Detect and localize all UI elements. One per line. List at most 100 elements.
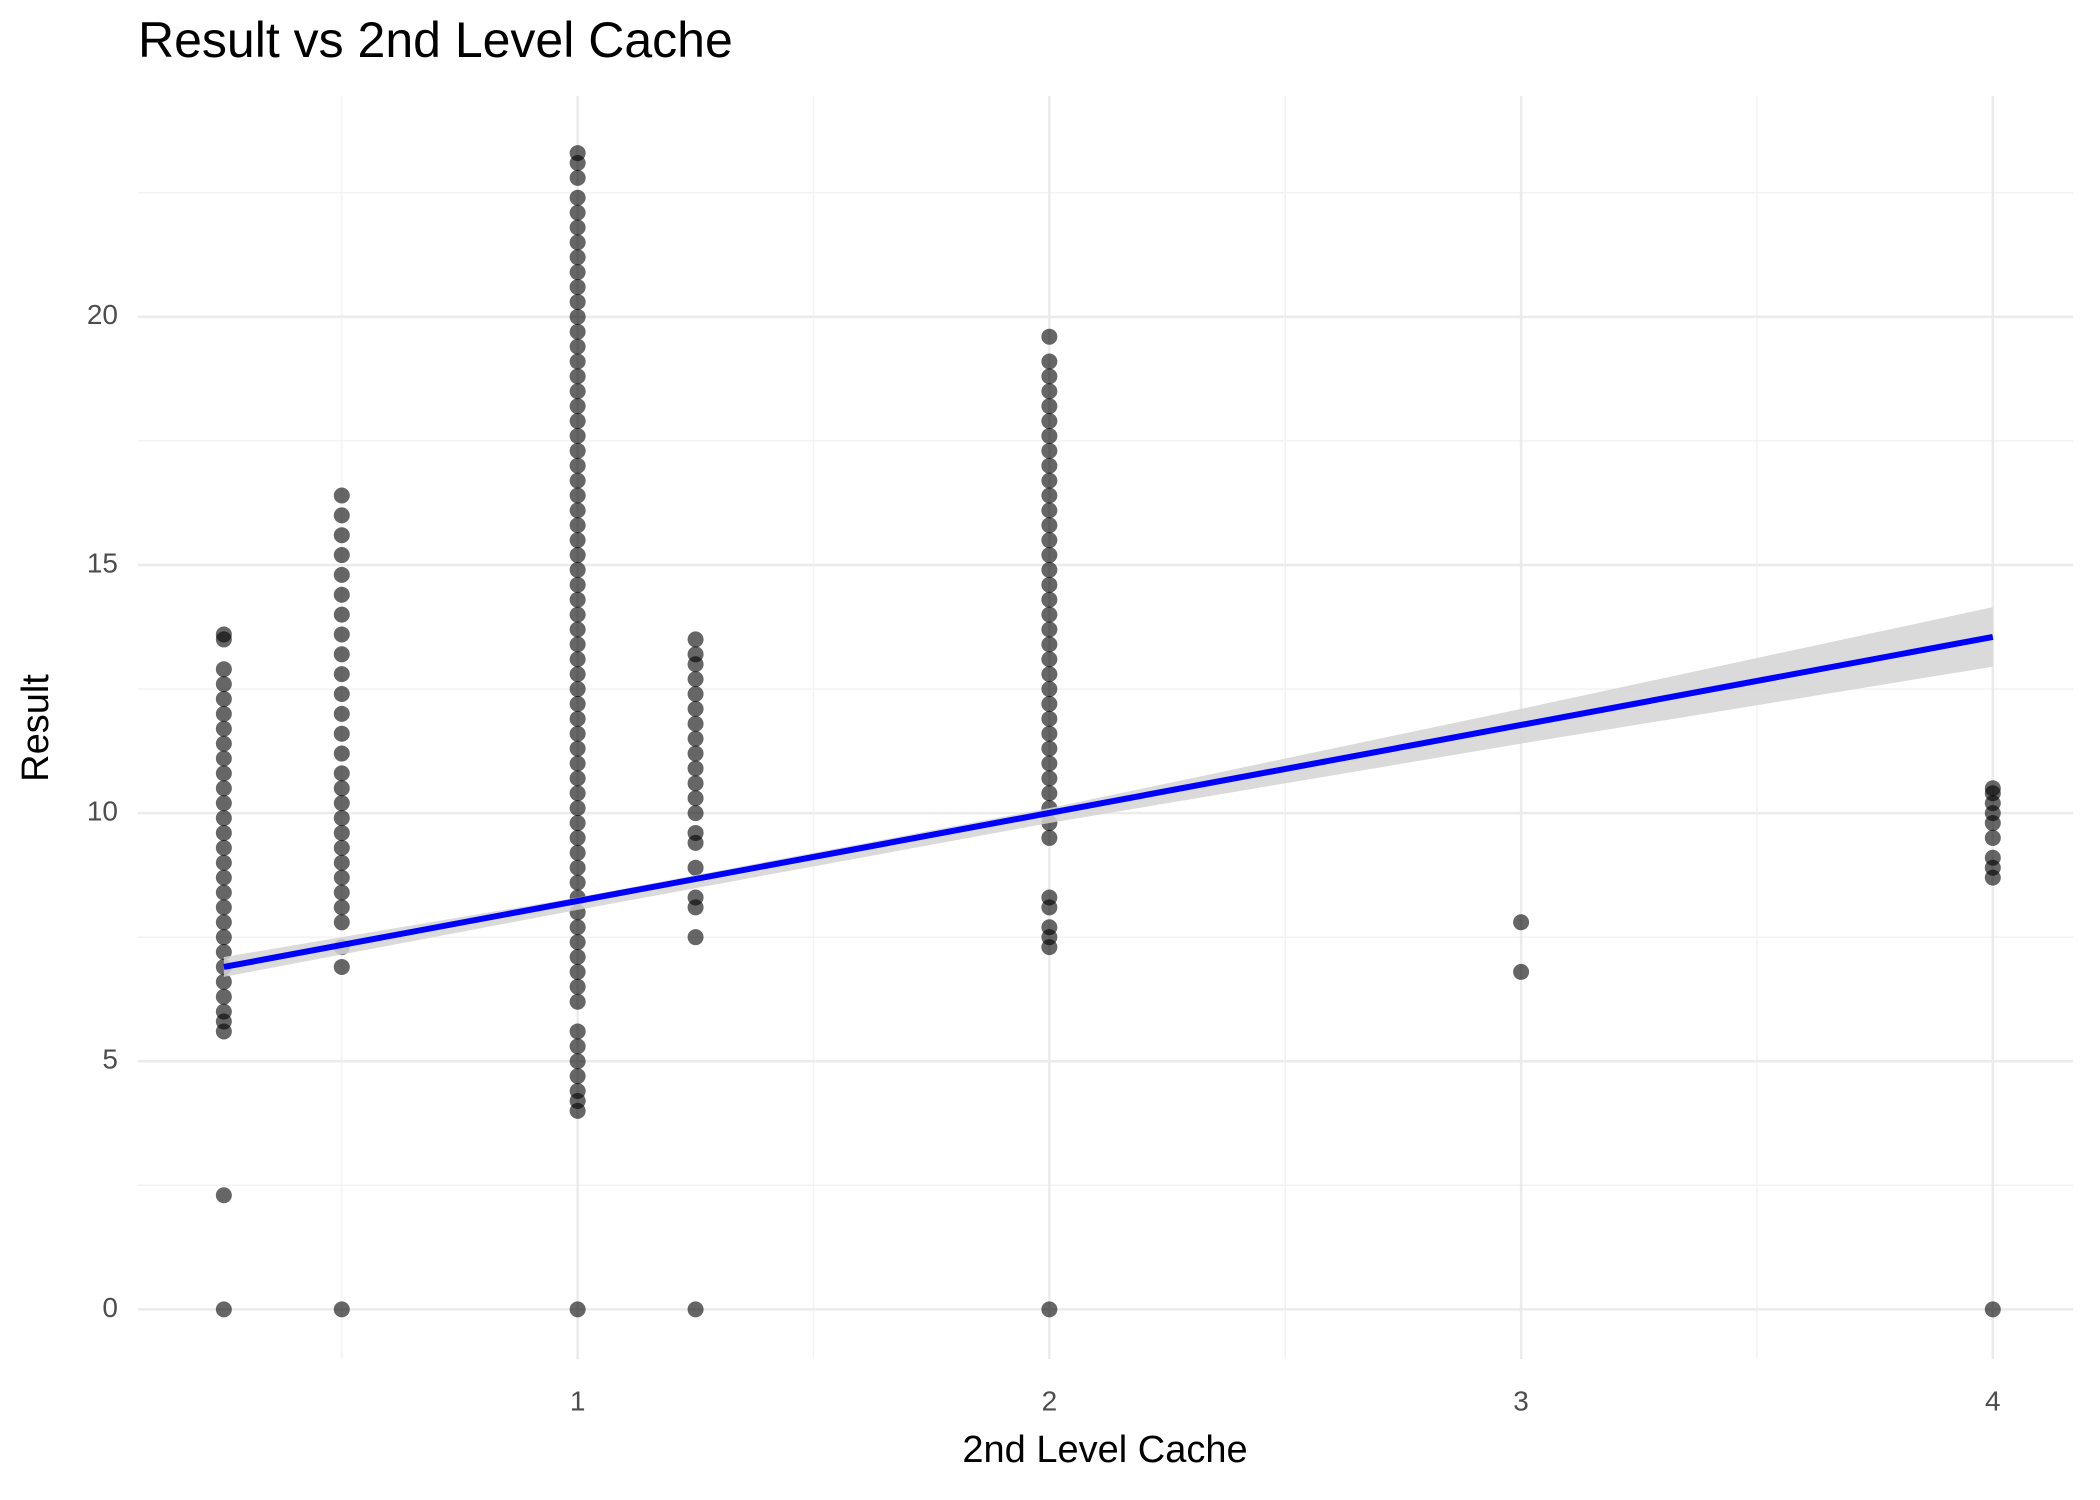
point — [333, 824, 350, 841]
point — [569, 457, 586, 474]
x-tick-label: 4 — [1985, 1385, 2001, 1416]
point — [1041, 606, 1058, 623]
point — [1041, 919, 1058, 936]
point — [333, 884, 350, 901]
point — [333, 566, 350, 583]
point — [1041, 636, 1058, 653]
point — [215, 944, 232, 961]
chart-title: Result vs 2nd Level Cache — [138, 12, 733, 68]
point — [569, 844, 586, 861]
point — [1041, 651, 1058, 668]
point — [569, 755, 586, 772]
point — [569, 621, 586, 638]
y-tick-label: 15 — [87, 547, 118, 578]
point — [215, 988, 232, 1005]
point — [569, 978, 586, 995]
point — [215, 795, 232, 812]
point — [333, 646, 350, 663]
point — [1041, 517, 1058, 534]
point — [1041, 398, 1058, 415]
point — [1041, 755, 1058, 772]
point — [569, 1038, 586, 1055]
point — [569, 249, 586, 266]
point — [215, 750, 232, 767]
fit-line — [223, 633, 1994, 970]
point — [569, 934, 586, 951]
point — [215, 914, 232, 931]
point — [333, 487, 350, 504]
point — [215, 690, 232, 707]
y-tick-label: 10 — [87, 795, 118, 826]
point — [687, 929, 704, 946]
y-tick-label: 20 — [87, 299, 118, 330]
point — [687, 805, 704, 822]
point — [569, 636, 586, 653]
point — [1041, 532, 1058, 549]
point — [1041, 1301, 1058, 1318]
point — [687, 775, 704, 792]
point — [569, 204, 586, 221]
point — [1041, 576, 1058, 593]
x-tick-label: 2 — [1042, 1385, 1058, 1416]
y-axis-title: Result — [15, 674, 57, 782]
point — [569, 487, 586, 504]
point — [1984, 1301, 2001, 1318]
point — [569, 1023, 586, 1040]
point — [1041, 472, 1058, 489]
point — [215, 705, 232, 722]
point — [1041, 770, 1058, 787]
point — [569, 413, 586, 430]
point — [1041, 591, 1058, 608]
point — [1041, 368, 1058, 385]
point — [1041, 725, 1058, 742]
point — [215, 929, 232, 946]
point — [569, 725, 586, 742]
point — [1984, 780, 2001, 797]
point — [333, 899, 350, 916]
point — [569, 681, 586, 698]
point — [569, 353, 586, 370]
point — [569, 815, 586, 832]
point — [687, 671, 704, 688]
point — [569, 949, 586, 966]
point — [333, 958, 350, 975]
point — [687, 730, 704, 747]
point — [569, 169, 586, 186]
point — [1513, 914, 1530, 931]
point — [215, 735, 232, 752]
point — [333, 686, 350, 703]
point — [569, 338, 586, 355]
point — [569, 264, 586, 281]
point — [215, 720, 232, 737]
point — [215, 676, 232, 693]
point — [569, 532, 586, 549]
point — [687, 715, 704, 732]
point — [569, 442, 586, 459]
point — [333, 745, 350, 762]
point — [569, 591, 586, 608]
point — [333, 869, 350, 886]
point — [569, 323, 586, 340]
point — [569, 219, 586, 236]
point — [569, 1301, 586, 1318]
point — [569, 606, 586, 623]
point — [569, 427, 586, 444]
point — [1041, 829, 1058, 846]
point — [333, 507, 350, 524]
point — [1041, 487, 1058, 504]
y-tick-label: 5 — [102, 1044, 118, 1075]
point — [569, 368, 586, 385]
point — [569, 874, 586, 891]
point — [215, 899, 232, 916]
point — [1041, 561, 1058, 578]
point — [687, 631, 704, 648]
x-axis-title: 2nd Level Cache — [962, 1429, 1247, 1471]
point — [569, 502, 586, 519]
x-tick-label: 1 — [570, 1385, 586, 1416]
point — [1041, 457, 1058, 474]
point — [333, 810, 350, 827]
point — [1041, 695, 1058, 712]
point — [569, 398, 586, 415]
